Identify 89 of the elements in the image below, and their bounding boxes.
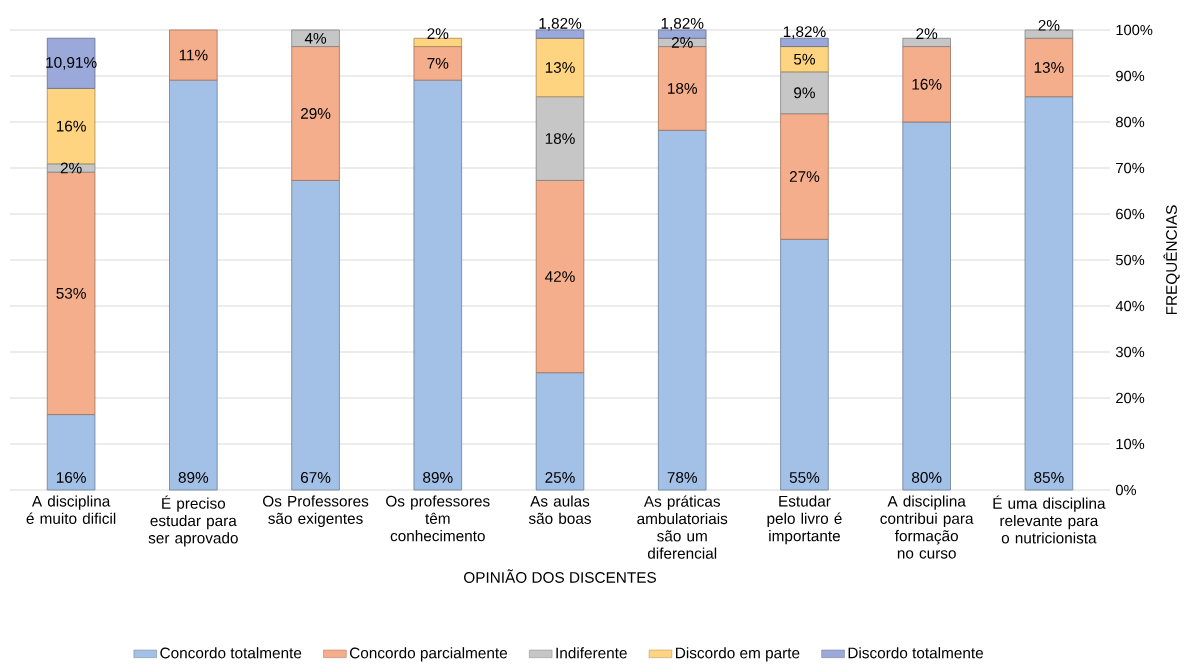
legend-label: Discordo em parte (676, 647, 800, 662)
legend-label: Concordo parcialmente (349, 647, 508, 662)
y-tick-label: 20% (1116, 392, 1145, 404)
bar (535, 37, 585, 98)
x-tick-label: As práticas ambulatoriais são um diferencial (637, 495, 728, 559)
data-label: 16% (56, 120, 86, 132)
y-axis-title: FREQUÊNCIAS (1163, 205, 1180, 315)
data-label: 9% (794, 87, 815, 99)
data-label: 29% (300, 108, 331, 119)
data-label: 1,82% (539, 17, 582, 31)
bar (535, 372, 585, 491)
bar (657, 46, 707, 131)
x-tick-label: É uma disciplina relevante para o nutricionista (993, 495, 1106, 544)
bar (902, 46, 951, 123)
data-label: 67% (300, 472, 331, 483)
bar (535, 29, 585, 39)
data-label: 2% (671, 37, 693, 48)
bar (780, 113, 829, 240)
bar (1024, 37, 1074, 98)
data-label: 2% (1038, 19, 1060, 31)
data-label: 16% (56, 472, 86, 483)
data-label: 5% (793, 53, 815, 65)
y-tick-label: 70% (1116, 162, 1145, 174)
bar (657, 129, 707, 491)
data-label: 2% (60, 162, 82, 174)
x-tick-label: A disciplina contribui para formação no curso (880, 495, 974, 559)
bar (780, 37, 829, 47)
data-label: 11% (179, 49, 208, 61)
data-label: 53% (56, 287, 86, 299)
x-tick-label: Os professores têm conhecimento (386, 495, 490, 542)
bar (657, 29, 707, 39)
y-tick-label: 50% (1115, 254, 1145, 266)
x-tick-label: Estudar pelo livro é importante (767, 495, 842, 545)
y-tick-label: 40% (1115, 300, 1145, 312)
data-label: 55% (789, 472, 820, 483)
bar (169, 79, 218, 491)
data-label: 78% (667, 472, 698, 483)
data-label: 1,82% (661, 17, 704, 31)
y-tick-label: 100% (1116, 24, 1153, 36)
y-tick-label: 90% (1116, 70, 1145, 82)
bar (291, 180, 340, 491)
y-tick-label: 30% (1115, 346, 1145, 358)
bar (46, 37, 96, 89)
bar (780, 238, 829, 491)
data-label: 10,91% (46, 56, 97, 70)
data-label: 2% (916, 28, 938, 39)
data-label: 13% (1034, 62, 1064, 73)
data-label: 89% (178, 472, 209, 483)
x-tick-label: A disciplina é muito dificil (26, 495, 116, 524)
y-tick-label: 0% (1115, 484, 1137, 496)
data-label: 42% (545, 271, 575, 282)
x-axis-title: OPINIÃO DOS DISCENTES (464, 569, 656, 583)
data-label: 80% (911, 472, 942, 483)
bar (46, 414, 96, 491)
data-label: 16% (912, 78, 942, 90)
data-label: 13% (545, 62, 575, 73)
x-tick-label: É preciso estudar para ser aprovado (148, 495, 238, 547)
data-label: 27% (789, 171, 820, 182)
bar (291, 46, 340, 181)
data-label: 18% (545, 133, 575, 144)
bar (291, 29, 340, 47)
y-tick-label: 60% (1116, 208, 1145, 220)
bar (1024, 96, 1074, 491)
legend-label: Indiferente (556, 647, 627, 659)
bar (780, 46, 829, 73)
bar (413, 46, 463, 81)
data-label: 2% (427, 28, 449, 39)
bar (169, 29, 218, 81)
y-tick-label: 10% (1116, 438, 1145, 450)
legend-label: Discordo totalmente (848, 647, 983, 659)
data-label: 85% (1034, 472, 1064, 483)
y-tick-label: 80% (1116, 116, 1145, 128)
data-label: 1,82% (783, 26, 826, 39)
data-label: 7% (427, 57, 449, 69)
bar (780, 71, 829, 115)
x-tick-label: As aulas são boas (528, 495, 591, 524)
data-label: 25% (545, 472, 575, 483)
bar (902, 37, 951, 47)
x-tick-label: Os Professores são exigentes (263, 495, 369, 527)
bar (535, 180, 585, 374)
legend-label: Concordo totalmente (160, 647, 302, 659)
data-label: 18% (668, 82, 698, 94)
bar (902, 121, 951, 491)
data-label: 4% (304, 32, 327, 44)
bar (535, 96, 585, 181)
bar (1024, 29, 1074, 39)
bar (413, 37, 463, 47)
data-label: 89% (423, 472, 453, 483)
bar (413, 79, 463, 491)
